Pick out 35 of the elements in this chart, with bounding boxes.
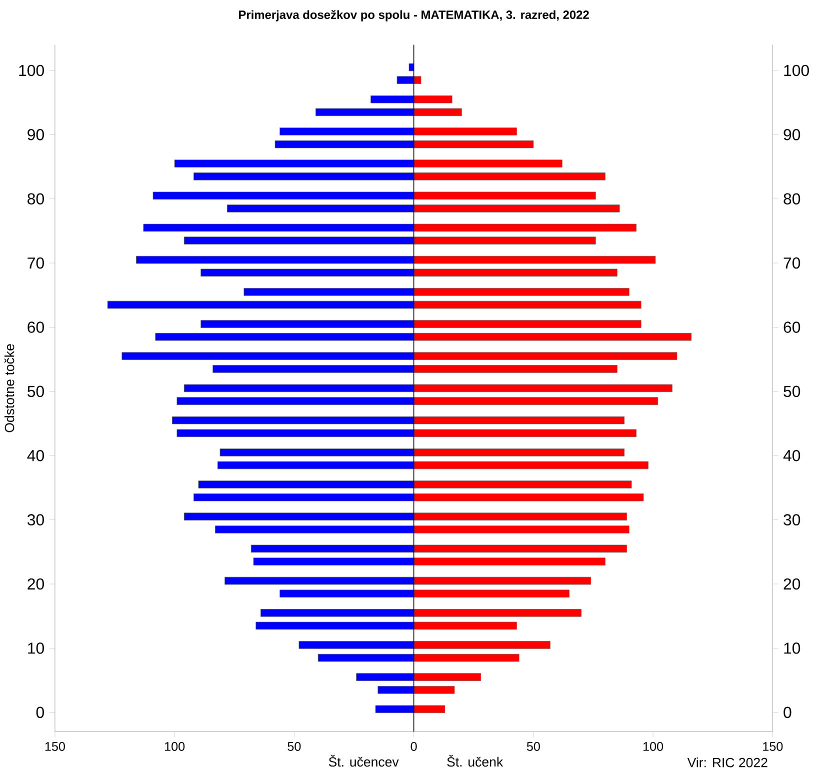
chart-title: Primerjava dosežkov po spolu - MATEMATIKA, 3. razred, 2022 — [239, 10, 589, 22]
x-tick-label: 50 — [526, 742, 540, 751]
x-tick-label: 0 — [410, 742, 417, 751]
y-tick-label: 50 — [28, 386, 44, 397]
x-tick-label: 50 — [288, 742, 301, 751]
x-tick-label: 100 — [165, 742, 185, 751]
y-axis-title: Odstotne točke — [4, 344, 14, 432]
y-tick-label: 90 — [784, 128, 800, 140]
y-tick-label: 60 — [784, 321, 800, 333]
y-tick-label: 100 — [784, 64, 809, 76]
y-tick-label: 80 — [784, 193, 800, 204]
y-tick-label: 10 — [784, 642, 800, 654]
text: Vir: RIC 2022 — [687, 757, 768, 768]
y-tick-label: 70 — [28, 257, 44, 268]
y-tick-label: 90 — [28, 128, 44, 140]
y-tick-label: 50 — [784, 386, 800, 397]
y-tick-label: 40 — [27, 450, 44, 462]
x-tick-label: 100 — [643, 742, 664, 751]
y-tick-label: 30 — [784, 514, 800, 526]
x-tick-label: 150 — [45, 742, 65, 751]
y-tick-label: 80 — [28, 193, 44, 204]
y-tick-label: 70 — [784, 257, 800, 268]
x-tick-label: 150 — [763, 742, 783, 751]
y-tick-label: 60 — [28, 321, 44, 333]
x-axis-title: Št. učenk — [447, 754, 504, 766]
y-tick-label: 10 — [28, 642, 44, 654]
bar — [408, 63, 414, 71]
y-tick-label: 40 — [783, 450, 800, 462]
y-tick-label: 20 — [784, 578, 800, 590]
y-tick-label: 100 — [19, 64, 44, 76]
y-tick-label: 0 — [784, 706, 792, 718]
y-tick-label: 20 — [28, 578, 44, 590]
x-axis-title: Št. učencev — [328, 754, 399, 766]
y-tick-label: 30 — [27, 514, 44, 526]
y-tick-label: 0 — [36, 706, 44, 718]
